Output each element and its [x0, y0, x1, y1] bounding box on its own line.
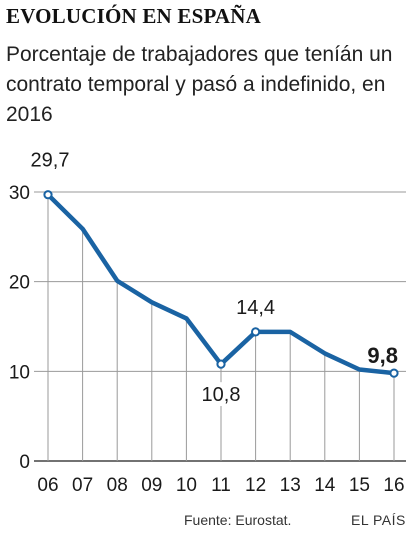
label-backdrop [199, 382, 243, 407]
source-note: Fuente: Eurostat. [184, 512, 292, 528]
data-label: 9,8 [367, 343, 398, 368]
y-tick-label: 20 [9, 273, 30, 294]
x-tick-label: 15 [349, 475, 370, 496]
data-label: 14,4 [236, 297, 275, 319]
data-label: 29,7 [31, 150, 70, 172]
series-line [45, 192, 397, 376]
chart-subtitle: Porcentaje de trabajadores que teníán un… [6, 43, 393, 126]
y-tick-label: 30 [9, 183, 30, 204]
data-point-marker [216, 359, 226, 369]
x-tick-label: 09 [141, 475, 162, 496]
x-tick-label: 08 [107, 475, 128, 496]
x-tick-label: 11 [211, 475, 231, 496]
y-tick-label: 10 [9, 362, 30, 383]
x-tick-label: 10 [176, 475, 197, 496]
x-tick-label: 14 [314, 475, 336, 496]
data-point-marker [43, 190, 53, 200]
brand-logo: EL PAÍS [351, 512, 406, 528]
x-tick-label: 12 [245, 475, 266, 496]
data-point-marker [389, 368, 399, 378]
x-tick-label: 06 [37, 475, 58, 496]
data-label: 10,8 [202, 384, 241, 406]
chart-title: EVOLUCIÓN EN ESPAÑA [6, 4, 262, 28]
y-tick-label: 0 [19, 452, 30, 473]
data-point-marker [251, 327, 261, 337]
x-tick-label: 13 [280, 475, 301, 496]
x-tick-label: 07 [72, 475, 93, 496]
x-tick-label: 16 [383, 475, 404, 496]
